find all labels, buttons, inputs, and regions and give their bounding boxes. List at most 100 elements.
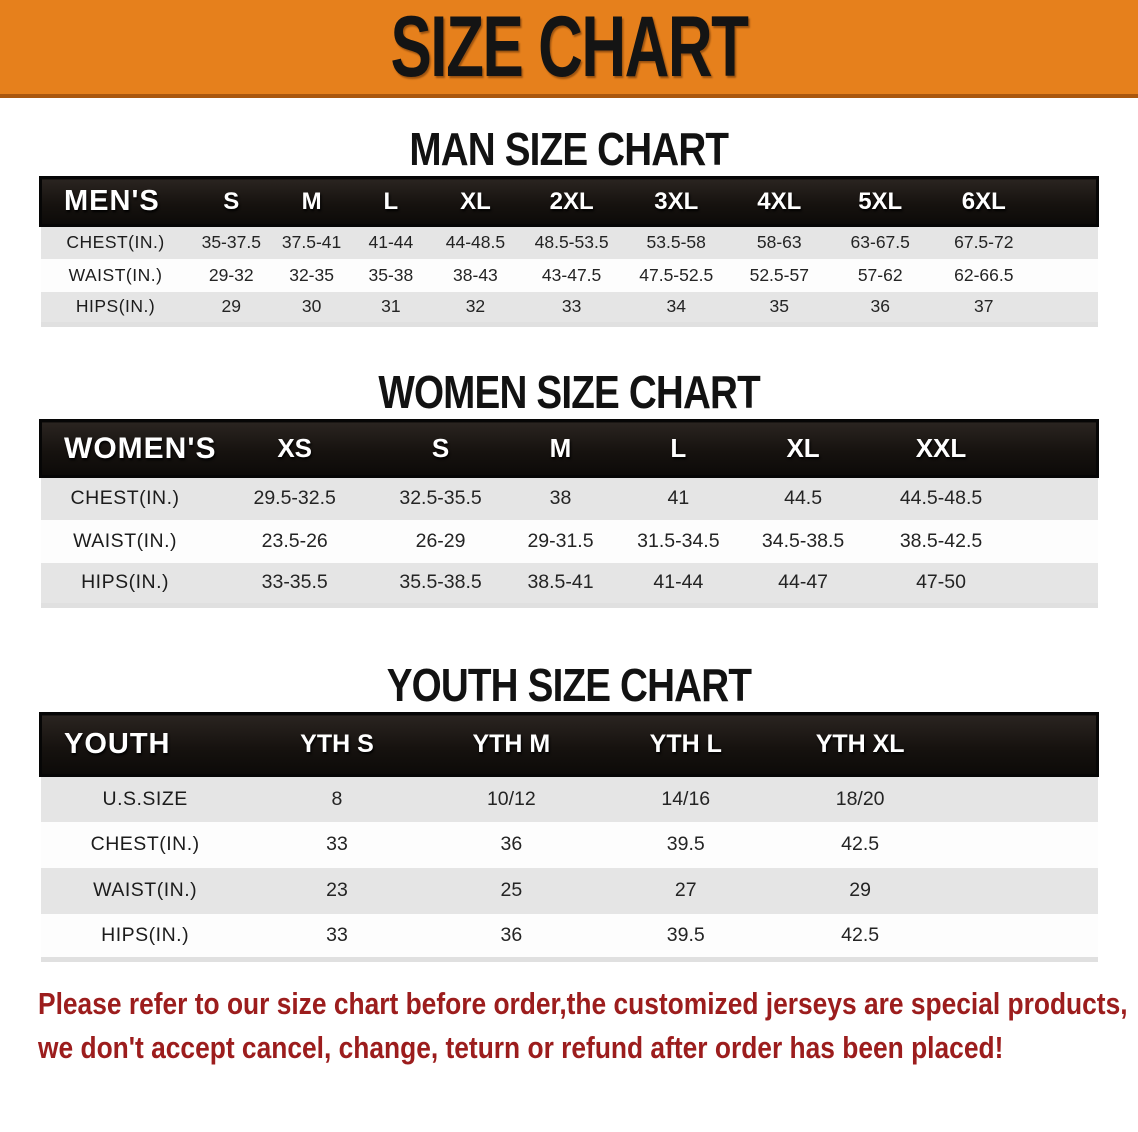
youth-size-table: YOUTH YTH S YTH M YTH L YTH XL U.S.SIZE 8 10/12…: [38, 712, 1100, 962]
size-value-cell: 29-32: [208, 264, 254, 285]
spacer-cell: [947, 868, 1097, 914]
size-value-cell: 32-35: [289, 264, 334, 285]
size-value-cell: 23: [326, 879, 348, 901]
size-column-header: XS: [209, 419, 380, 478]
size-value-cell: 41-44: [368, 232, 414, 253]
row-group-header: MEN'S: [38, 176, 191, 227]
row-label: WAIST(IN.): [68, 264, 163, 285]
size-value-cell: 35: [769, 296, 790, 317]
disclaimer-note: Please refer to our size chart before or…: [38, 982, 1138, 1070]
size-value-cell: 8: [331, 787, 343, 810]
size-value-cell: 52.5-57: [749, 264, 809, 285]
size-value-cell: 37.5-41: [281, 232, 342, 253]
size-value-cell: 33-35.5: [261, 571, 328, 594]
size-value-cell: 41: [667, 487, 690, 510]
spacer-cell: [1013, 520, 1098, 563]
size-value-cell: 29-31.5: [527, 529, 594, 552]
size-value-cell: 31.5-34.5: [637, 529, 720, 552]
spacer-cell: [1012, 419, 1099, 478]
size-value-cell: 39.5: [666, 833, 705, 855]
disclaimer-line-2: we don't accept cancel, change, teturn o…: [38, 1030, 1004, 1065]
size-value-cell: 23.5-26: [261, 529, 328, 552]
spacer-cell: [947, 822, 1097, 868]
size-value-cell: 39.5: [666, 923, 705, 946]
size-column-header: YTH L: [598, 712, 773, 777]
size-value-cell: 36: [870, 296, 890, 317]
spacer-cell: [947, 776, 1097, 822]
size-value-cell: 18/20: [835, 787, 885, 810]
size-value-cell: 42.5: [841, 923, 880, 946]
size-value-cell: 29: [849, 879, 871, 901]
spacer-cell: [1036, 176, 1100, 227]
size-value-cell: 67.5-72: [954, 232, 1014, 253]
size-value-cell: 35-38: [368, 264, 414, 285]
size-column-header: YTH XL: [772, 712, 948, 777]
size-value-cell: 44-47: [778, 571, 829, 594]
size-value-cell: 43-47.5: [541, 264, 602, 285]
size-column-header: M: [271, 176, 352, 227]
size-value-cell: 58-63: [756, 232, 802, 253]
row-group-header: WOMEN'S: [38, 419, 215, 478]
youth-size-chart-heading-text: YOUTH SIZE CHART: [386, 659, 752, 711]
size-value-cell: 32.5-35.5: [399, 487, 482, 510]
size-column-header: XL: [430, 176, 521, 227]
row-label: HIPS(IN.): [75, 296, 156, 317]
size-value-cell: 25: [500, 879, 523, 901]
spacer-cell: [1036, 259, 1097, 292]
size-value-cell: 37: [974, 296, 994, 317]
size-value-cell: 32: [465, 296, 486, 317]
row-label: CHEST(IN.): [90, 833, 200, 855]
size-value-cell: 44.5: [784, 487, 823, 510]
banner-title: SIZE CHART: [390, 0, 749, 95]
size-value-cell: 41-44: [653, 571, 704, 594]
size-value-cell: 30: [301, 296, 322, 317]
size-value-cell: 36: [500, 833, 523, 855]
women-size-table: WOMEN'S XS S M L XL XXL CHEST(IN.) 29.5-32.5 32.5…: [38, 419, 1099, 608]
size-value-cell: 62-66.5: [954, 264, 1014, 285]
spacer-cell: [947, 712, 1100, 777]
size-column-header: XXL: [869, 419, 1013, 478]
size-value-cell: 63-67.5: [850, 232, 910, 253]
size-value-cell: 34.5-38.5: [761, 529, 845, 552]
spacer-cell: [1036, 226, 1097, 259]
row-label: CHEST(IN.): [66, 232, 165, 253]
size-value-cell: 57-62: [857, 264, 903, 285]
size-value-cell: 29.5-32.5: [253, 487, 336, 510]
size-column-header: 3XL: [622, 176, 730, 227]
size-value-cell: 26-29: [415, 529, 466, 552]
men-size-table: MEN'S S M L XL 2XL 3XL 4XL 5XL 6XL CHEST(IN.) 35-37…: [38, 176, 1100, 327]
size-value-cell: 34: [666, 296, 686, 317]
size-chart-banner: SIZE CHART: [0, 0, 1138, 98]
size-value-cell: 10/12: [486, 787, 536, 810]
size-column-header: 4XL: [729, 176, 829, 227]
row-label: CHEST(IN.): [70, 487, 180, 510]
size-value-cell: 14/16: [661, 787, 711, 810]
size-column-header: 6XL: [931, 176, 1037, 227]
row-label: U.S.SIZE: [102, 787, 188, 810]
size-value-cell: 38.5-41: [527, 571, 594, 594]
spacer-cell: [947, 914, 1097, 960]
size-column-header: YTH M: [424, 712, 599, 777]
size-value-cell: 44.5-48.5: [899, 487, 983, 510]
row-label: WAIST(IN.): [93, 879, 198, 901]
spacer-cell: [1013, 563, 1098, 606]
women-size-chart-heading-text: WOMEN SIZE CHART: [378, 366, 760, 418]
size-value-cell: 33: [326, 923, 348, 946]
size-column-header: L: [619, 419, 738, 478]
size-value-cell: 44-48.5: [445, 232, 506, 253]
size-value-cell: 38-43: [453, 264, 498, 285]
size-value-cell: 35.5-38.5: [399, 571, 482, 594]
spacer-cell: [1036, 292, 1097, 325]
size-column-header: YTH S: [249, 712, 425, 777]
spacer-cell: [1013, 477, 1098, 520]
size-value-cell: 53.5-58: [646, 232, 706, 253]
size-value-cell: 47.5-52.5: [639, 264, 714, 285]
row-label: HIPS(IN.): [81, 571, 170, 594]
size-value-cell: 47-50: [916, 571, 966, 594]
row-label: HIPS(IN.): [101, 923, 190, 946]
size-value-cell: 33: [561, 296, 582, 317]
size-value-cell: 38: [549, 487, 572, 510]
size-column-header: S: [379, 419, 502, 478]
size-value-cell: 35-37.5: [201, 232, 261, 253]
size-column-header: S: [190, 176, 272, 227]
